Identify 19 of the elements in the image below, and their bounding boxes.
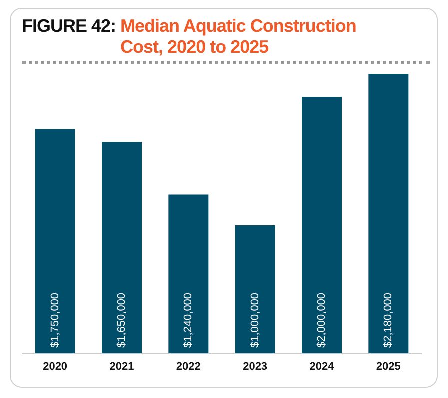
x-tick-label: 2021 bbox=[110, 360, 134, 373]
data-label: $2,180,000 bbox=[382, 292, 395, 348]
chart-title: FIGURE 42: Median Aquatic Construction Cost, 2020 to 2025 bbox=[22, 16, 358, 58]
bar bbox=[102, 142, 142, 354]
bar bbox=[35, 129, 76, 354]
x-tick-label: 2022 bbox=[176, 360, 201, 373]
data-label: $1,240,000 bbox=[182, 292, 195, 348]
x-tick-label: 2025 bbox=[376, 360, 401, 373]
bar bbox=[368, 74, 409, 354]
bar bbox=[235, 226, 276, 354]
x-tick-label: 2024 bbox=[310, 360, 336, 373]
data-label: $1,650,000 bbox=[116, 292, 128, 348]
bar bbox=[168, 194, 209, 354]
data-label: $1,750,000 bbox=[49, 292, 62, 348]
data-label: $1,000,000 bbox=[249, 292, 262, 348]
x-tick-label: 2023 bbox=[243, 360, 268, 373]
bar bbox=[302, 97, 342, 354]
data-label: $2,000,000 bbox=[316, 292, 328, 348]
x-tick-label: 2020 bbox=[43, 360, 68, 373]
